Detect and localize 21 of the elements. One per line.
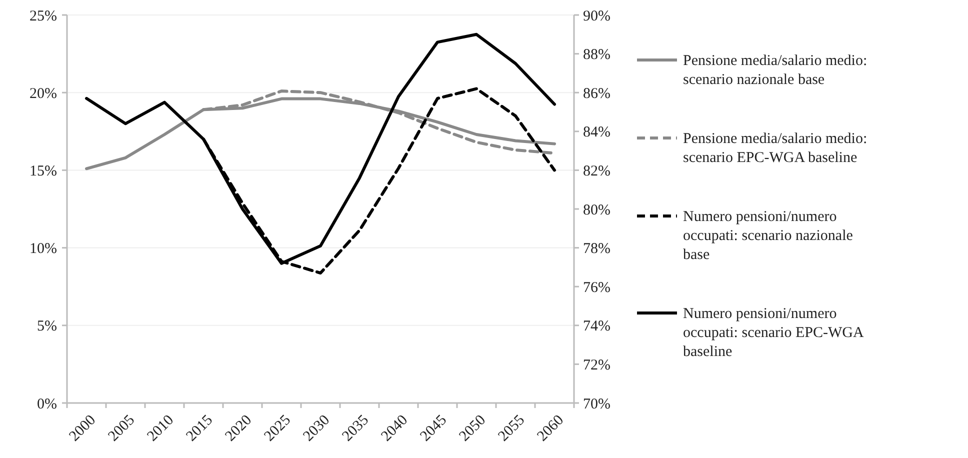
legend-label: Pensione media/salario medio: scenario nazionale base [683, 53, 868, 88]
y2-tick-label: 74% [583, 318, 610, 335]
y-tick-label: 15% [30, 163, 57, 180]
y2-tick-label: 84% [583, 124, 610, 141]
y-tick-label: 20% [30, 86, 57, 102]
y-tick-label: 0% [37, 396, 57, 412]
y2-tick-label: 76% [583, 280, 610, 296]
y-tick-label: 25% [30, 8, 57, 24]
y-tick-label: 5% [37, 318, 57, 335]
y2-tick-label: 86% [583, 86, 610, 102]
y2-tick-label: 82% [583, 163, 610, 180]
y-tick-label: 10% [30, 241, 57, 258]
y2-tick-label: 80% [583, 202, 610, 218]
y2-tick-label: 78% [583, 241, 610, 258]
y2-tick-label: 90% [583, 8, 610, 24]
legend-label: Numero pensioni/numero occupati: scenario nazionale base [683, 209, 854, 263]
y2-tick-label: 72% [583, 357, 610, 374]
legend-label: Pensione media/salario medio: scenario EPC-WGA baseline [683, 131, 868, 166]
legend-label: Numero pensioni/numero occupati: scenario EPC-WGA baseline [683, 306, 864, 360]
y2-tick-label: 70% [583, 396, 610, 412]
y2-tick-label: 88% [583, 47, 610, 64]
